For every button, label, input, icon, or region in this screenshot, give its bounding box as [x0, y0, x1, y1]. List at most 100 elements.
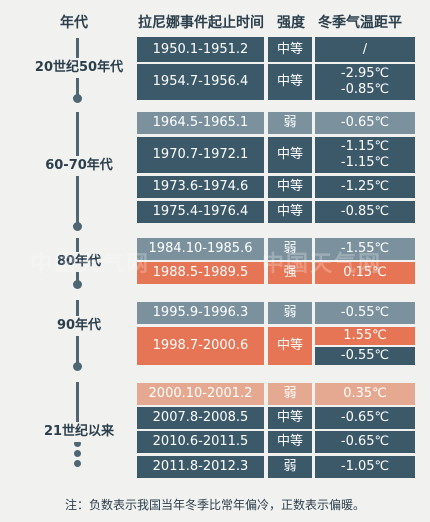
period-text: 1973.6-1974.6	[152, 179, 249, 194]
period-cell: 1984.10-1985.6	[137, 238, 264, 260]
intensity-cell: 中等	[268, 64, 312, 100]
period-text: 1950.1-1951.2	[152, 41, 249, 57]
anomaly-cell: -1.05℃	[315, 456, 415, 478]
intensity-text: 中等	[276, 338, 303, 353]
anomaly-text: -1.55℃	[340, 241, 390, 256]
intensity-text: 弱	[283, 459, 297, 474]
intensity-text: 中等	[276, 74, 303, 89]
anomaly-text: -0.55℃	[340, 305, 390, 320]
continuation-dot	[74, 460, 81, 467]
timeline-segment-5	[76, 382, 79, 440]
period-text: 2010.6-2011.5	[152, 434, 249, 449]
anomaly-text: -0.65℃	[340, 434, 390, 449]
anomaly-text: -0.85℃	[340, 82, 390, 97]
intensity-cell: 强	[268, 262, 312, 284]
intensity-text: 弱	[283, 115, 297, 130]
intensity-text: 中等	[276, 434, 303, 449]
anomaly-cell: 0.15℃	[315, 262, 415, 284]
header-anomaly: 冬季气温距平	[318, 15, 402, 31]
intensity-text: 中等	[276, 147, 303, 162]
watermark: 中国天气网	[262, 252, 383, 277]
intensity-text: 中等	[276, 41, 303, 57]
period-cell: 1998.7-2000.6	[137, 327, 264, 365]
anomaly-cell: -1.55℃	[315, 238, 415, 260]
anomaly-text: -2.95℃	[340, 66, 390, 81]
period-text: 1998.7-2000.6	[152, 338, 249, 353]
timeline-end-dot	[73, 362, 82, 371]
period-text: 1970.7-1972.1	[152, 147, 249, 162]
header-era: 年代	[60, 15, 88, 31]
intensity-cell: 弱	[268, 456, 312, 478]
anomaly-text: -1.25℃	[340, 179, 390, 194]
intensity-text: 弱	[283, 241, 297, 256]
period-text: 1954.7-1956.4	[152, 74, 249, 89]
period-text: 1975.4-1976.4	[152, 204, 249, 219]
period-text: 1988.5-1989.5	[152, 265, 249, 280]
period-text: 2007.8-2008.5	[152, 410, 249, 425]
period-cell: 2000.10-2001.2	[137, 383, 264, 405]
anomaly-cell: -1.15℃ -1.15℃	[315, 137, 415, 173]
anomaly-cell: -0.55℃	[315, 302, 415, 324]
anomaly-text: -1.15℃	[340, 139, 390, 154]
intensity-text: 强	[283, 265, 297, 280]
decade-label-1950s: 20世纪50年代	[8, 58, 150, 78]
decade-label-21st-century: 21世纪以来	[8, 422, 150, 442]
anomaly-text: /	[362, 41, 368, 57]
anomaly-text: -0.65℃	[340, 410, 390, 425]
timeline-end-dot	[73, 280, 82, 289]
intensity-cell: 中等	[268, 431, 312, 453]
watermark: 中国天气网	[30, 252, 151, 277]
anomaly-text: -0.85℃	[340, 204, 390, 219]
header-period: 拉尼娜事件起止时间	[138, 15, 264, 31]
anomaly-cell: 0.35℃	[315, 383, 415, 405]
period-cell: 2007.8-2008.5	[137, 407, 264, 429]
period-text: 1995.9-1996.3	[152, 305, 249, 320]
header-intensity: 强度	[277, 15, 305, 31]
anomaly-cell: -0.65℃	[315, 431, 415, 453]
intensity-text: 弱	[283, 386, 297, 401]
period-text: 1984.10-1985.6	[148, 241, 253, 256]
continuation-dot	[74, 450, 81, 457]
anomaly-cell: -0.85℃	[315, 201, 415, 223]
intensity-cell: 弱	[268, 238, 312, 260]
intensity-cell: 中等	[268, 327, 312, 365]
decade-label-1960s-70s: 60-70年代	[8, 156, 150, 176]
intensity-cell: 弱	[268, 383, 312, 405]
period-cell: 2010.6-2011.5	[137, 431, 264, 453]
anomaly-cell: /	[315, 37, 415, 62]
intensity-cell: 中等	[268, 37, 312, 62]
anomaly-text: -0.55℃	[340, 348, 390, 363]
anomaly-text: 0.35℃	[343, 386, 387, 401]
timeline-end-dot	[73, 94, 82, 103]
intensity-text: 中等	[276, 204, 303, 219]
period-cell: 1975.4-1976.4	[137, 201, 264, 223]
anomaly-text: -1.15℃	[340, 155, 390, 170]
anomaly-cell: -0.65℃	[315, 112, 415, 134]
anomaly-text: -0.65℃	[340, 115, 390, 130]
intensity-text: 中等	[276, 179, 303, 194]
anomaly-cell: -0.55℃	[315, 347, 415, 365]
anomaly-cell: 1.55℃	[315, 327, 415, 345]
intensity-cell: 弱	[268, 112, 312, 134]
anomaly-cell: -1.25℃	[315, 176, 415, 198]
timeline-end-dot	[73, 222, 82, 231]
period-cell: 1973.6-1974.6	[137, 176, 264, 198]
period-text: 2000.10-2001.2	[148, 386, 253, 401]
intensity-cell: 中等	[268, 176, 312, 198]
anomaly-cell: -0.65℃	[315, 407, 415, 429]
intensity-cell: 中等	[268, 137, 312, 173]
anomaly-text: 0.15℃	[343, 265, 387, 280]
period-cell: 1995.9-1996.3	[137, 302, 264, 324]
intensity-cell: 弱	[268, 302, 312, 324]
intensity-text: 中等	[276, 410, 303, 425]
period-cell: 1988.5-1989.5	[137, 262, 264, 284]
decade-label-1980s: 80年代	[8, 252, 150, 272]
period-cell: 1954.7-1956.4	[137, 64, 264, 100]
decade-label-1990s: 90年代	[8, 316, 150, 336]
footnote: 注：负数表示我国当年冬季比常年偏冷，正数表示偏暖。	[64, 498, 365, 512]
anomaly-text: -1.05℃	[340, 459, 390, 474]
period-text: 1964.5-1965.1	[152, 115, 249, 130]
anomaly-text: 1.55℃	[343, 328, 387, 343]
period-cell: 1964.5-1965.1	[137, 112, 264, 134]
period-cell: 1950.1-1951.2	[137, 37, 264, 62]
